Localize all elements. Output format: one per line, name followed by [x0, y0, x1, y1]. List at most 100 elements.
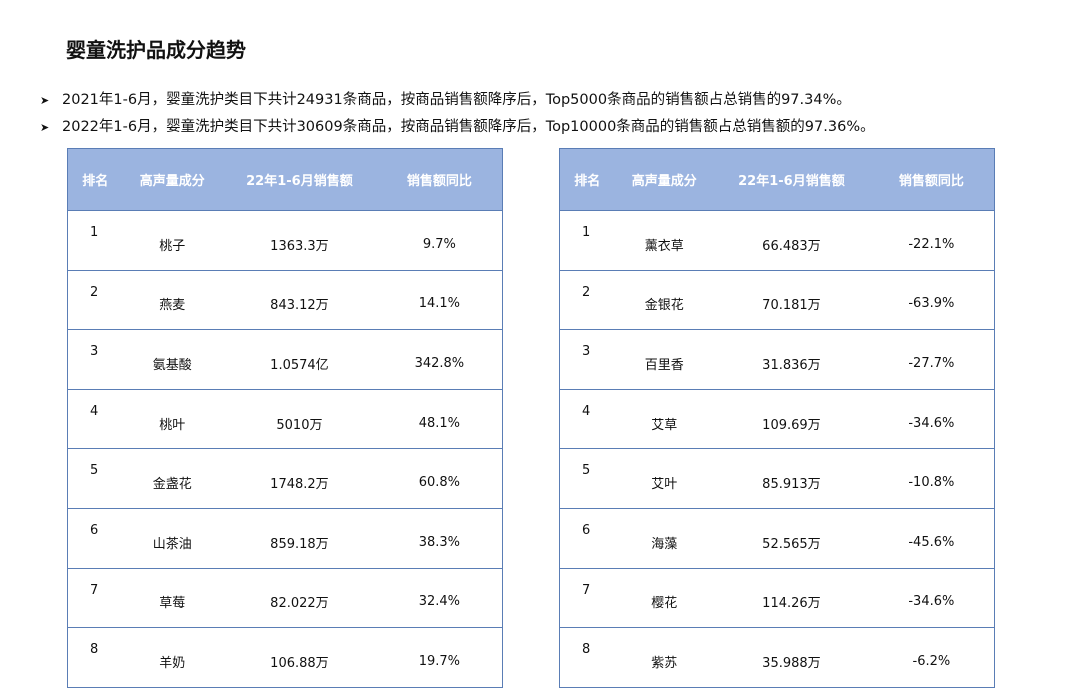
arrowhead-icon: ➤ — [40, 121, 50, 134]
table-row: 6 海藻 52.565万 -45.6% — [559, 507, 995, 569]
table-row: 5 艾叶 85.913万 -10.8% — [559, 448, 995, 509]
rank-cell: 5 — [67, 448, 123, 509]
rank-cell: 6 — [559, 507, 615, 569]
yoy-cell: -34.6% — [868, 388, 995, 449]
rank-cell: 4 — [559, 388, 615, 449]
sales-cell: 70.181万 — [714, 269, 869, 330]
yoy-cell: -10.8% — [868, 448, 995, 509]
sales-cell: 106.88万 — [222, 627, 377, 688]
page-title: 婴童洗护品成分趋势 — [66, 38, 246, 62]
rank-cell: 1 — [559, 210, 615, 271]
table-row: 2 燕麦 843.12万 14.1% — [67, 269, 503, 330]
sales-cell: 1363.3万 — [222, 210, 377, 271]
yoy-cell: 19.7% — [376, 627, 503, 688]
rank-cell: 3 — [67, 329, 123, 390]
rank-cell: 5 — [559, 448, 615, 509]
sales-cell: 85.913万 — [714, 448, 869, 509]
ingredient-cell: 山茶油 — [122, 507, 223, 569]
ingredient-cell: 草莓 — [122, 567, 223, 628]
yoy-cell: -6.2% — [868, 627, 995, 688]
yoy-cell: 14.1% — [376, 269, 503, 330]
sales-cell: 35.988万 — [714, 627, 869, 688]
left-ranking-table: 排名 高声量成分 22年1-6月销售额 销售额同比 1 桃子 1363.3万 9.7% 2 燕麦 8… — [67, 148, 503, 688]
ingredient-cell: 百里香 — [614, 329, 715, 390]
bullet-text: 2021年1-6月，婴童洗护类目下共计24931条商品，按商品销售额降序后，To… — [62, 92, 851, 108]
bullet-item: ➤ 2022年1-6月，婴童洗护类目下共计30609条商品，按商品销售额降序后，T… — [40, 114, 875, 141]
ingredient-cell: 氨基酸 — [122, 329, 223, 390]
ingredient-cell: 樱花 — [614, 567, 715, 628]
sales-cell: 66.483万 — [714, 210, 869, 271]
rank-cell: 7 — [67, 567, 123, 628]
yoy-cell: 38.3% — [376, 507, 503, 569]
rank-cell: 4 — [67, 388, 123, 449]
sales-cell: 31.836万 — [714, 329, 869, 390]
column-header: 高声量成分 — [122, 148, 223, 211]
ingredient-cell: 金银花 — [614, 269, 715, 330]
table-row: 4 艾草 109.69万 -34.6% — [559, 388, 995, 449]
ingredient-cell: 羊奶 — [122, 627, 223, 688]
table-row: 7 草莓 82.022万 32.4% — [67, 567, 503, 628]
ingredient-cell: 燕麦 — [122, 269, 223, 330]
bullet-text: 2022年1-6月，婴童洗护类目下共计30609条商品，按商品销售额降序后，To… — [62, 119, 875, 135]
ingredient-cell: 艾叶 — [614, 448, 715, 509]
table-row: 1 桃子 1363.3万 9.7% — [67, 210, 503, 271]
rank-cell: 8 — [559, 627, 615, 688]
yoy-cell: -22.1% — [868, 210, 995, 271]
ingredient-cell: 桃叶 — [122, 388, 223, 449]
column-header: 排名 — [67, 148, 123, 211]
yoy-cell: 60.8% — [376, 448, 503, 509]
table-row: 8 紫苏 35.988万 -6.2% — [559, 627, 995, 688]
yoy-cell: 32.4% — [376, 567, 503, 628]
column-header: 排名 — [559, 148, 615, 211]
table-row: 3 氨基酸 1.0574亿 342.8% — [67, 329, 503, 390]
bullet-item: ➤ 2021年1-6月，婴童洗护类目下共计24931条商品，按商品销售额降序后，T… — [40, 87, 875, 114]
rank-cell: 3 — [559, 329, 615, 390]
column-header: 22年1-6月销售额 — [222, 148, 377, 211]
table-row: 1 薰衣草 66.483万 -22.1% — [559, 210, 995, 271]
rank-cell: 1 — [67, 210, 123, 271]
table-row: 2 金银花 70.181万 -63.9% — [559, 269, 995, 330]
table-header-row: 排名 高声量成分 22年1-6月销售额 销售额同比 — [67, 148, 503, 211]
column-header: 销售额同比 — [376, 148, 503, 211]
sales-cell: 5010万 — [222, 388, 377, 449]
table-row: 5 金盏花 1748.2万 60.8% — [67, 448, 503, 509]
yoy-cell: -63.9% — [868, 269, 995, 330]
table-row: 8 羊奶 106.88万 19.7% — [67, 627, 503, 688]
ingredient-cell: 紫苏 — [614, 627, 715, 688]
yoy-cell: -27.7% — [868, 329, 995, 390]
ingredient-cell: 薰衣草 — [614, 210, 715, 271]
sales-cell: 82.022万 — [222, 567, 377, 628]
yoy-cell: 48.1% — [376, 388, 503, 449]
ingredient-cell: 金盏花 — [122, 448, 223, 509]
sales-cell: 114.26万 — [714, 567, 869, 628]
sales-cell: 1.0574亿 — [222, 329, 377, 390]
yoy-cell: 9.7% — [376, 210, 503, 271]
sales-cell: 52.565万 — [714, 507, 869, 569]
table-row: 7 樱花 114.26万 -34.6% — [559, 567, 995, 628]
summary-bullets: ➤ 2021年1-6月，婴童洗护类目下共计24931条商品，按商品销售额降序后，T… — [40, 87, 875, 141]
rank-cell: 8 — [67, 627, 123, 688]
rank-cell: 2 — [559, 269, 615, 330]
sales-cell: 843.12万 — [222, 269, 377, 330]
column-header: 销售额同比 — [868, 148, 995, 211]
yoy-cell: 342.8% — [376, 329, 503, 390]
column-header: 22年1-6月销售额 — [714, 148, 869, 211]
ingredient-cell: 桃子 — [122, 210, 223, 271]
ingredient-cell: 海藻 — [614, 507, 715, 569]
sales-cell: 109.69万 — [714, 388, 869, 449]
yoy-cell: -34.6% — [868, 567, 995, 628]
rank-cell: 2 — [67, 269, 123, 330]
ingredient-cell: 艾草 — [614, 388, 715, 449]
right-ranking-table: 排名 高声量成分 22年1-6月销售额 销售额同比 1 薰衣草 66.483万 -22.1% 2… — [559, 148, 995, 688]
table-row: 3 百里香 31.836万 -27.7% — [559, 329, 995, 390]
rank-cell: 7 — [559, 567, 615, 628]
table-row: 4 桃叶 5010万 48.1% — [67, 388, 503, 449]
column-header: 高声量成分 — [614, 148, 715, 211]
sales-cell: 1748.2万 — [222, 448, 377, 509]
sales-cell: 859.18万 — [222, 507, 377, 569]
rank-cell: 6 — [67, 507, 123, 569]
table-header-row: 排名 高声量成分 22年1-6月销售额 销售额同比 — [559, 148, 995, 211]
yoy-cell: -45.6% — [868, 507, 995, 569]
table-row: 6 山茶油 859.18万 38.3% — [67, 507, 503, 569]
arrowhead-icon: ➤ — [40, 94, 50, 107]
